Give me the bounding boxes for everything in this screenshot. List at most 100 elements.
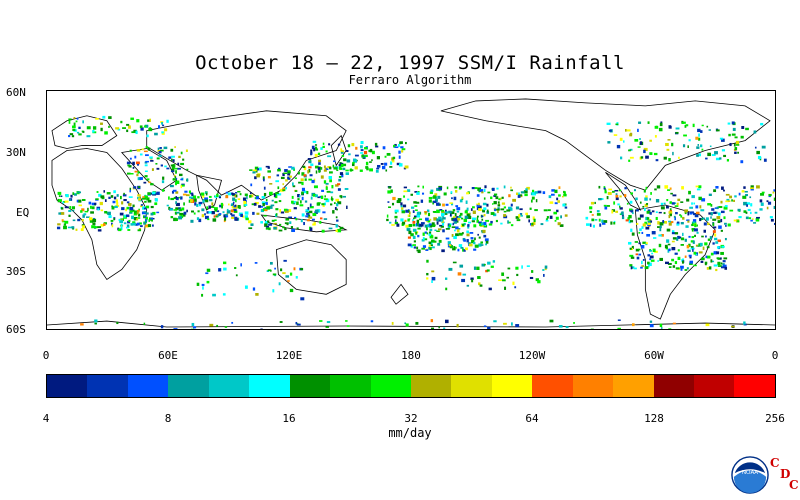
- rain-cell: [337, 228, 342, 233]
- rain-cell: [269, 261, 273, 265]
- rain-cell: [706, 246, 710, 249]
- rain-cell: [453, 235, 457, 240]
- rain-cell: [114, 205, 118, 209]
- rain-cell: [77, 199, 82, 203]
- rain-cell: [456, 216, 459, 219]
- rain-cell: [133, 210, 138, 214]
- rain-cell: [317, 196, 321, 199]
- rain-cell: [314, 209, 319, 213]
- rain-cell: [490, 265, 494, 268]
- rain-cell: [655, 198, 660, 203]
- rain-cell: [601, 219, 604, 223]
- rain-cell: [313, 222, 316, 225]
- rain-cell: [138, 208, 140, 211]
- rain-cell: [405, 209, 410, 213]
- rain-cell: [308, 178, 312, 181]
- rain-cell: [392, 196, 396, 201]
- rain-cell: [731, 199, 733, 202]
- rain-cell: [326, 321, 331, 324]
- rain-cell: [252, 171, 256, 174]
- rain-cell: [302, 165, 306, 168]
- colorbar-segment: [491, 375, 533, 397]
- rain-cell: [647, 254, 651, 257]
- rain-cell: [491, 187, 495, 191]
- rain-cell: [772, 191, 775, 194]
- rain-cell: [260, 209, 265, 213]
- rain-cell: [144, 200, 147, 203]
- rain-cell: [761, 145, 766, 149]
- rain-cell: [68, 210, 72, 212]
- rain-cell: [473, 266, 477, 270]
- rain-cell: [156, 211, 160, 214]
- rain-cell: [113, 217, 116, 221]
- rain-cell: [264, 223, 268, 227]
- rain-cell: [369, 168, 374, 172]
- rain-cell: [456, 323, 459, 328]
- rain-cell: [519, 208, 523, 211]
- rain-cell: [371, 159, 373, 162]
- rain-cell: [649, 198, 652, 201]
- rain-cell: [442, 222, 445, 226]
- rain-cell: [523, 190, 528, 194]
- rain-cell: [144, 175, 148, 178]
- rain-cell: [734, 136, 738, 139]
- rain-cell: [688, 190, 691, 195]
- rain-cell: [309, 206, 314, 209]
- rain-cell: [143, 211, 147, 213]
- rain-cell: [77, 191, 82, 194]
- rain-cell: [173, 328, 178, 329]
- rain-cell: [171, 155, 175, 158]
- rain-cell: [684, 125, 687, 128]
- rain-cell: [677, 249, 680, 252]
- rain-cell: [146, 197, 150, 201]
- rain-cell: [642, 205, 645, 208]
- rain-cell: [313, 148, 316, 152]
- rain-cell: [347, 144, 351, 148]
- rain-cell: [89, 205, 92, 209]
- rain-cell: [255, 196, 260, 200]
- rain-cell: [437, 242, 441, 246]
- rain-cell: [485, 240, 489, 244]
- rain-cell: [688, 254, 692, 257]
- rain-cell: [157, 147, 160, 152]
- rain-cell: [386, 152, 391, 156]
- rain-cell: [438, 239, 442, 243]
- rain-cell: [500, 208, 505, 211]
- rain-cell: [438, 326, 440, 329]
- rain-cell: [712, 218, 717, 221]
- rain-cell: [394, 215, 398, 219]
- rain-cell: [90, 211, 94, 214]
- rain-cell: [72, 125, 76, 129]
- rain-cell: [188, 190, 192, 194]
- rain-cell: [145, 205, 150, 209]
- rain-cell: [159, 147, 162, 149]
- rain-cell: [215, 214, 218, 216]
- rain-cell: [720, 257, 722, 260]
- rain-cell: [466, 213, 470, 217]
- rain-cell: [178, 216, 183, 220]
- rain-cell: [364, 147, 368, 150]
- rain-cell: [498, 198, 501, 201]
- rain-cell: [682, 144, 686, 148]
- rain-cell: [168, 196, 170, 200]
- rain-cell: [128, 219, 131, 222]
- rain-cell: [417, 249, 421, 254]
- rain-cell: [479, 223, 483, 227]
- rain-cell: [507, 221, 511, 224]
- rain-cell: [382, 146, 386, 150]
- rain-cell: [330, 198, 334, 201]
- rain-cell: [194, 198, 197, 202]
- rain-cell: [660, 202, 664, 206]
- rain-cell: [393, 144, 396, 148]
- rain-cell: [646, 217, 650, 220]
- rain-cell: [143, 181, 147, 184]
- rain-cell: [303, 190, 307, 194]
- rain-cell: [557, 222, 561, 226]
- rain-cell: [134, 223, 138, 226]
- rain-cell: [145, 224, 149, 227]
- rain-cell: [463, 249, 466, 252]
- rain-cell: [119, 212, 124, 216]
- rain-cell: [655, 216, 658, 221]
- colorbar-label-256: 256: [765, 412, 785, 425]
- rain-cell: [415, 201, 420, 204]
